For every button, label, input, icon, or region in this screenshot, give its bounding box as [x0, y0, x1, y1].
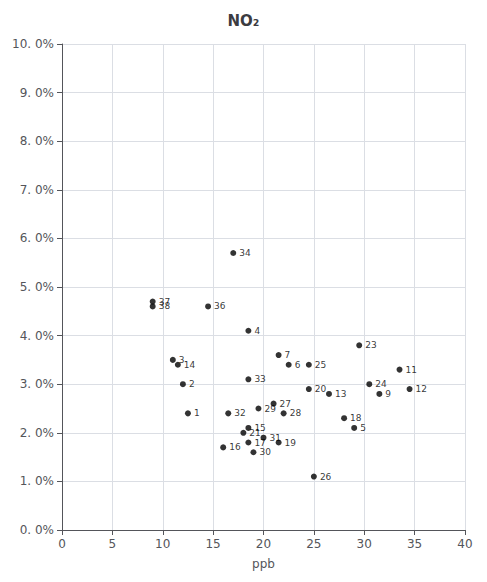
svg-text:33: 33: [254, 374, 265, 384]
svg-text:9: 9: [385, 389, 391, 399]
svg-text:18: 18: [350, 413, 362, 423]
svg-text:36: 36: [214, 301, 226, 311]
svg-text:10: 10: [155, 537, 170, 551]
svg-text:4: 4: [254, 326, 260, 336]
svg-text:5: 5: [109, 537, 117, 551]
svg-text:17: 17: [254, 438, 265, 448]
svg-text:40: 40: [457, 537, 472, 551]
svg-text:1. 0%: 1. 0%: [20, 474, 54, 488]
svg-text:38: 38: [159, 301, 171, 311]
svg-text:5. 0%: 5. 0%: [20, 280, 54, 294]
svg-text:31: 31: [270, 433, 281, 443]
svg-text:14: 14: [184, 360, 196, 370]
svg-text:11: 11: [406, 365, 417, 375]
svg-text:0: 0: [58, 537, 66, 551]
svg-text:7: 7: [285, 350, 291, 360]
svg-text:10. 0%: 10. 0%: [12, 37, 54, 51]
svg-text:NO₂: NO₂: [228, 12, 260, 30]
svg-text:25: 25: [315, 360, 326, 370]
svg-text:5: 5: [360, 423, 366, 433]
svg-text:30: 30: [357, 537, 372, 551]
svg-text:20: 20: [256, 537, 271, 551]
svg-text:27: 27: [280, 399, 291, 409]
svg-text:8. 0%: 8. 0%: [20, 134, 54, 148]
svg-text:2. 0%: 2. 0%: [20, 426, 54, 440]
svg-text:9. 0%: 9. 0%: [20, 86, 54, 100]
svg-text:7. 0%: 7. 0%: [20, 183, 54, 197]
svg-text:20: 20: [315, 384, 327, 394]
svg-text:15: 15: [205, 537, 220, 551]
svg-text:4. 0%: 4. 0%: [20, 329, 54, 343]
svg-text:25: 25: [306, 537, 321, 551]
svg-text:30: 30: [259, 447, 271, 457]
svg-text:3. 0%: 3. 0%: [20, 377, 54, 391]
svg-text:23: 23: [365, 340, 376, 350]
svg-text:16: 16: [229, 442, 241, 452]
svg-text:32: 32: [234, 408, 245, 418]
svg-text:2: 2: [189, 379, 195, 389]
svg-text:ppb: ppb: [252, 557, 275, 571]
svg-text:34: 34: [239, 248, 251, 258]
svg-text:28: 28: [290, 408, 302, 418]
svg-text:13: 13: [335, 389, 346, 399]
svg-text:19: 19: [285, 438, 297, 448]
svg-text:12: 12: [416, 384, 427, 394]
svg-text:29: 29: [264, 404, 276, 414]
svg-text:6: 6: [295, 360, 301, 370]
svg-text:24: 24: [375, 379, 387, 389]
svg-text:6. 0%: 6. 0%: [20, 231, 54, 245]
svg-text:21: 21: [249, 428, 260, 438]
svg-text:1: 1: [194, 408, 200, 418]
svg-text:35: 35: [407, 537, 422, 551]
svg-text:3: 3: [178, 354, 185, 365]
svg-text:26: 26: [320, 472, 332, 482]
svg-text:0. 0%: 0. 0%: [20, 523, 54, 537]
